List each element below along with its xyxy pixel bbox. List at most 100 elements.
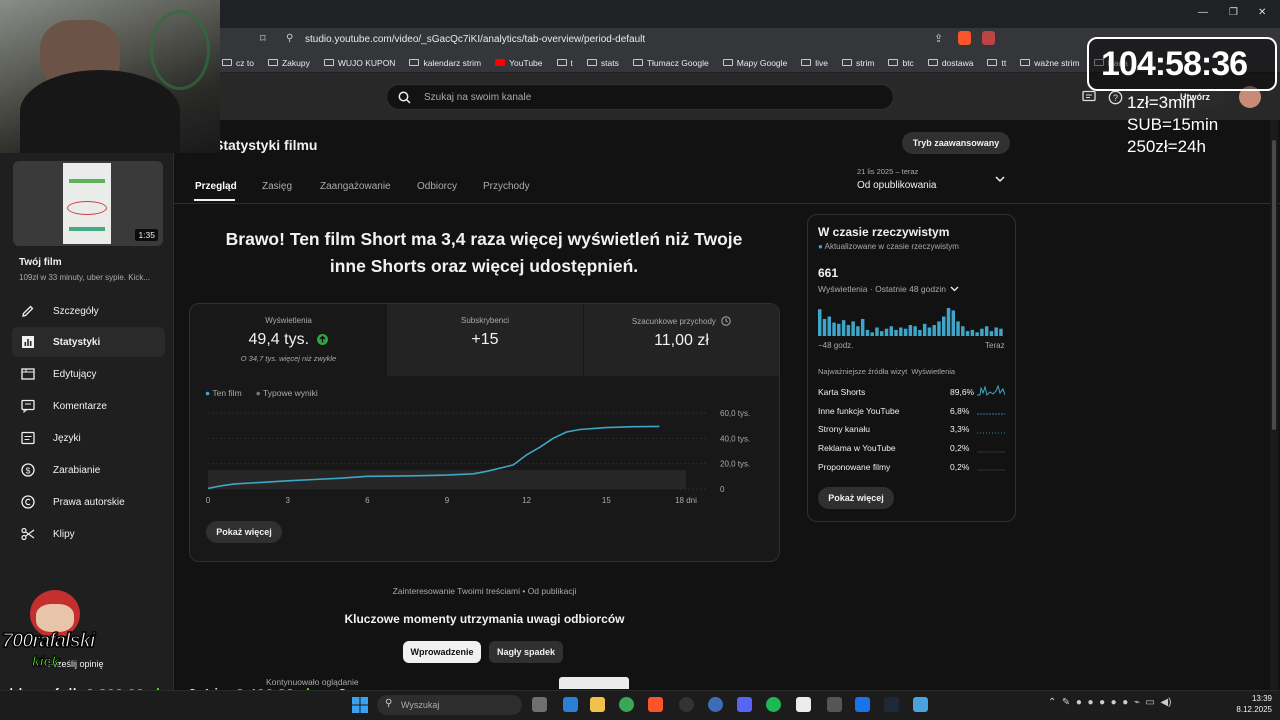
languages-icon bbox=[21, 431, 35, 445]
maximize-icon[interactable]: ❐ bbox=[1229, 7, 1238, 18]
app-icon[interactable] bbox=[827, 697, 842, 712]
source-name: Proponowane filmy bbox=[818, 462, 891, 472]
video-thumbnail[interactable]: 1:35 bbox=[13, 161, 163, 246]
sidebar-item-details[interactable]: Szczegóły bbox=[12, 296, 165, 326]
brave-icon[interactable] bbox=[648, 697, 663, 712]
source-sparklines bbox=[977, 384, 1005, 471]
bookmark-label: t bbox=[570, 57, 573, 68]
chrome-icon[interactable] bbox=[619, 697, 634, 712]
realtime-bar bbox=[865, 329, 870, 336]
sidebar-item-label: Edytujący bbox=[53, 368, 97, 380]
bookmark-item[interactable]: live bbox=[794, 58, 835, 68]
minimize-icon[interactable]: — bbox=[1198, 7, 1208, 18]
sidebar-item-clips[interactable]: Klipy bbox=[12, 519, 165, 549]
sidebar-item-monetization[interactable]: $ Zarabianie bbox=[12, 455, 165, 485]
tab-revenue[interactable]: Przychody bbox=[483, 181, 530, 192]
windows-start-icon[interactable] bbox=[352, 697, 368, 713]
app-icon[interactable] bbox=[855, 697, 870, 712]
bookmark-item[interactable]: cz to bbox=[215, 58, 261, 68]
realtime-bar bbox=[856, 326, 860, 336]
task-view-icon[interactable] bbox=[532, 697, 547, 712]
bookmark-item[interactable]: btc bbox=[881, 58, 920, 68]
metric-revenue[interactable]: Szacunkowe przychody 11,00 zł bbox=[584, 304, 779, 376]
tabs-divider bbox=[174, 203, 1280, 204]
tab-reach[interactable]: Zasięg bbox=[262, 181, 293, 192]
bookmark-item[interactable]: t bbox=[550, 58, 580, 68]
obs-icon[interactable] bbox=[679, 697, 694, 712]
feedback-icon[interactable] bbox=[1082, 90, 1096, 104]
show-more-button[interactable]: Pokaż więcej bbox=[206, 521, 282, 543]
feedback-link[interactable]: Prześlij opinię bbox=[48, 659, 104, 669]
bookmark-item[interactable]: WUJO KUPON bbox=[317, 58, 403, 68]
bookmark-item[interactable]: Zakupy bbox=[261, 58, 317, 68]
brave-shield-icon[interactable] bbox=[958, 31, 971, 45]
legend-item-typical: ● Typowe wyniki bbox=[255, 388, 318, 398]
info-icon bbox=[721, 316, 731, 326]
realtime-bar bbox=[827, 316, 832, 336]
taskbar-search[interactable]: ⚲ Wyszukaj bbox=[377, 695, 522, 715]
bookmark-item[interactable]: strim bbox=[835, 58, 881, 68]
source-row: Inne funkcje YouTube 6,8% bbox=[818, 406, 1008, 416]
bookmark-item[interactable]: Rada bbox=[1087, 58, 1135, 68]
sidebar-item-editor[interactable]: Edytujący bbox=[12, 359, 165, 389]
scrollbar-thumb[interactable] bbox=[1272, 140, 1276, 430]
realtime-show-more-button[interactable]: Pokaż więcej bbox=[818, 487, 894, 509]
realtime-bar bbox=[951, 310, 956, 336]
tab-overview[interactable]: Przegląd bbox=[195, 181, 237, 192]
close-icon[interactable]: ✕ bbox=[1258, 7, 1267, 18]
search-input[interactable]: Szukaj na swoim kanale bbox=[386, 84, 894, 110]
y-tick-label: 20,0 tys. bbox=[720, 460, 750, 469]
widgets-icon[interactable] bbox=[563, 697, 578, 712]
metric-subscribers[interactable]: Subskrybenci +15 bbox=[387, 304, 583, 376]
tab-engagement[interactable]: Zaangażowanie bbox=[320, 181, 391, 192]
app-icon[interactable] bbox=[708, 697, 723, 712]
folder-icon bbox=[409, 59, 420, 66]
bookmark-star-icon[interactable]: ⌑ bbox=[260, 33, 266, 45]
tab-intro[interactable]: Wprowadzenie bbox=[403, 641, 481, 663]
folder-icon bbox=[323, 59, 334, 66]
system-tray[interactable]: ⌃ ✎ ● ● ● ● ● ⌁ ▭ ◀) bbox=[1048, 697, 1172, 708]
sidebar-item-languages[interactable]: Języki bbox=[12, 423, 165, 453]
bookmark-item[interactable]: Mapy Google bbox=[716, 58, 795, 68]
advanced-mode-button[interactable]: Tryb zaawansowany bbox=[902, 132, 1010, 154]
metric-tab-views-bg bbox=[190, 304, 387, 376]
notepad-icon[interactable] bbox=[913, 697, 928, 712]
metric-value: 49,4 tys. bbox=[248, 331, 310, 348]
metric-views[interactable]: Wyświetlenia 49,4 tys. O 34,7 tys. więce… bbox=[190, 304, 387, 376]
spotify-icon[interactable] bbox=[766, 697, 781, 712]
create-button[interactable]: Utwórz bbox=[1164, 87, 1226, 107]
sidebar-item-analytics[interactable]: Statystyki bbox=[12, 327, 165, 357]
app-icon[interactable] bbox=[884, 697, 899, 712]
page-scrollbar[interactable] bbox=[1270, 120, 1278, 690]
tab-sudden-drop[interactable]: Nagły spadek bbox=[489, 641, 563, 663]
bookmark-item[interactable]: dostawa bbox=[921, 58, 981, 68]
site-info-icon[interactable]: ⚲ bbox=[286, 33, 294, 44]
avatar[interactable] bbox=[1239, 86, 1261, 108]
bookmark-item[interactable]: tt bbox=[980, 58, 1013, 68]
bookmark-item[interactable]: stats bbox=[580, 58, 626, 68]
tab-audience[interactable]: Odbiorcy bbox=[417, 181, 458, 192]
realtime-bar bbox=[942, 316, 946, 336]
bookmark-item[interactable]: Tłumacz Google bbox=[626, 58, 716, 68]
bookmark-item[interactable]: ważne strim bbox=[1013, 58, 1086, 68]
sidebar-item-copyright[interactable]: Prawa autorskie bbox=[12, 487, 165, 517]
brave-rewards-icon[interactable] bbox=[982, 31, 995, 45]
discord-icon[interactable] bbox=[737, 697, 752, 712]
period-selector[interactable]: 21 lis 2025 – teraz Od opublikowania bbox=[857, 167, 1007, 193]
app-icon[interactable] bbox=[796, 697, 811, 712]
realtime-bar bbox=[860, 318, 865, 336]
bookmark-item[interactable]: kalendarz strim bbox=[402, 58, 488, 68]
sidebar-item-comments[interactable]: Komentarze bbox=[12, 391, 165, 421]
file-explorer-icon[interactable] bbox=[590, 697, 605, 712]
sidebar-item-label: Języki bbox=[53, 432, 81, 444]
realtime-period-selector[interactable]: Wyświetlenia · Ostatnie 48 godzin bbox=[818, 284, 959, 294]
help-icon[interactable]: ? bbox=[1108, 90, 1123, 105]
bookmark-item[interactable]: YouTube bbox=[488, 58, 549, 68]
share-icon[interactable]: ⇪ bbox=[934, 33, 944, 45]
source-row: Reklama w YouTube 0,2% bbox=[818, 443, 1008, 453]
rate-line: 250zł=24h bbox=[1127, 137, 1206, 156]
taskbar-clock[interactable]: 13:39 8.12.2025 bbox=[1232, 693, 1272, 715]
url-text[interactable]: studio.youtube.com/video/_sGacQc7iKI/ana… bbox=[305, 34, 646, 45]
realtime-bar bbox=[846, 325, 851, 336]
bookmark-label: dostawa bbox=[941, 57, 974, 68]
